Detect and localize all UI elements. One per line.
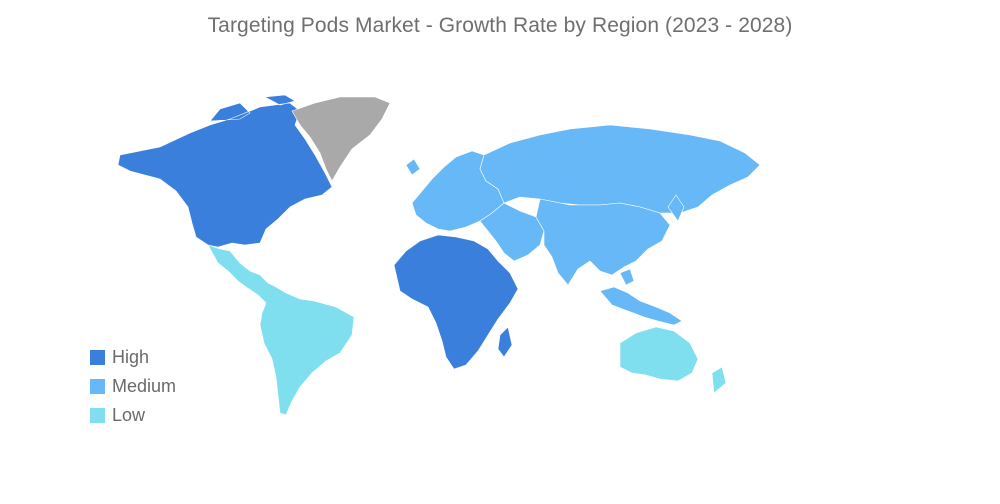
- region-africa: [393, 234, 519, 370]
- legend-item-low: Low: [90, 401, 176, 430]
- region-asia: [535, 194, 685, 286]
- region-russia-asia: [479, 124, 761, 214]
- map-title: Targeting Pods Market - Growth Rate by R…: [207, 14, 793, 37]
- legend-item-medium: Medium: [90, 372, 176, 401]
- legend-swatch-high: [90, 350, 105, 365]
- legend-swatch-medium: [90, 379, 105, 394]
- legend-swatch-low: [90, 408, 105, 423]
- region-oceania: [619, 326, 727, 394]
- world-map: [117, 95, 761, 416]
- legend-label-medium: Medium: [112, 376, 177, 396]
- region-southeast-asia: [599, 268, 683, 326]
- legend: High Medium Low: [90, 343, 176, 430]
- region-greenland: [291, 96, 391, 182]
- legend-label-low: Low: [112, 405, 146, 425]
- region-latin-america: [207, 244, 355, 416]
- legend-label-high: High: [112, 347, 150, 367]
- region-north-america: [117, 95, 333, 248]
- legend-item-high: High: [90, 343, 176, 372]
- region-middle-east: [479, 202, 545, 262]
